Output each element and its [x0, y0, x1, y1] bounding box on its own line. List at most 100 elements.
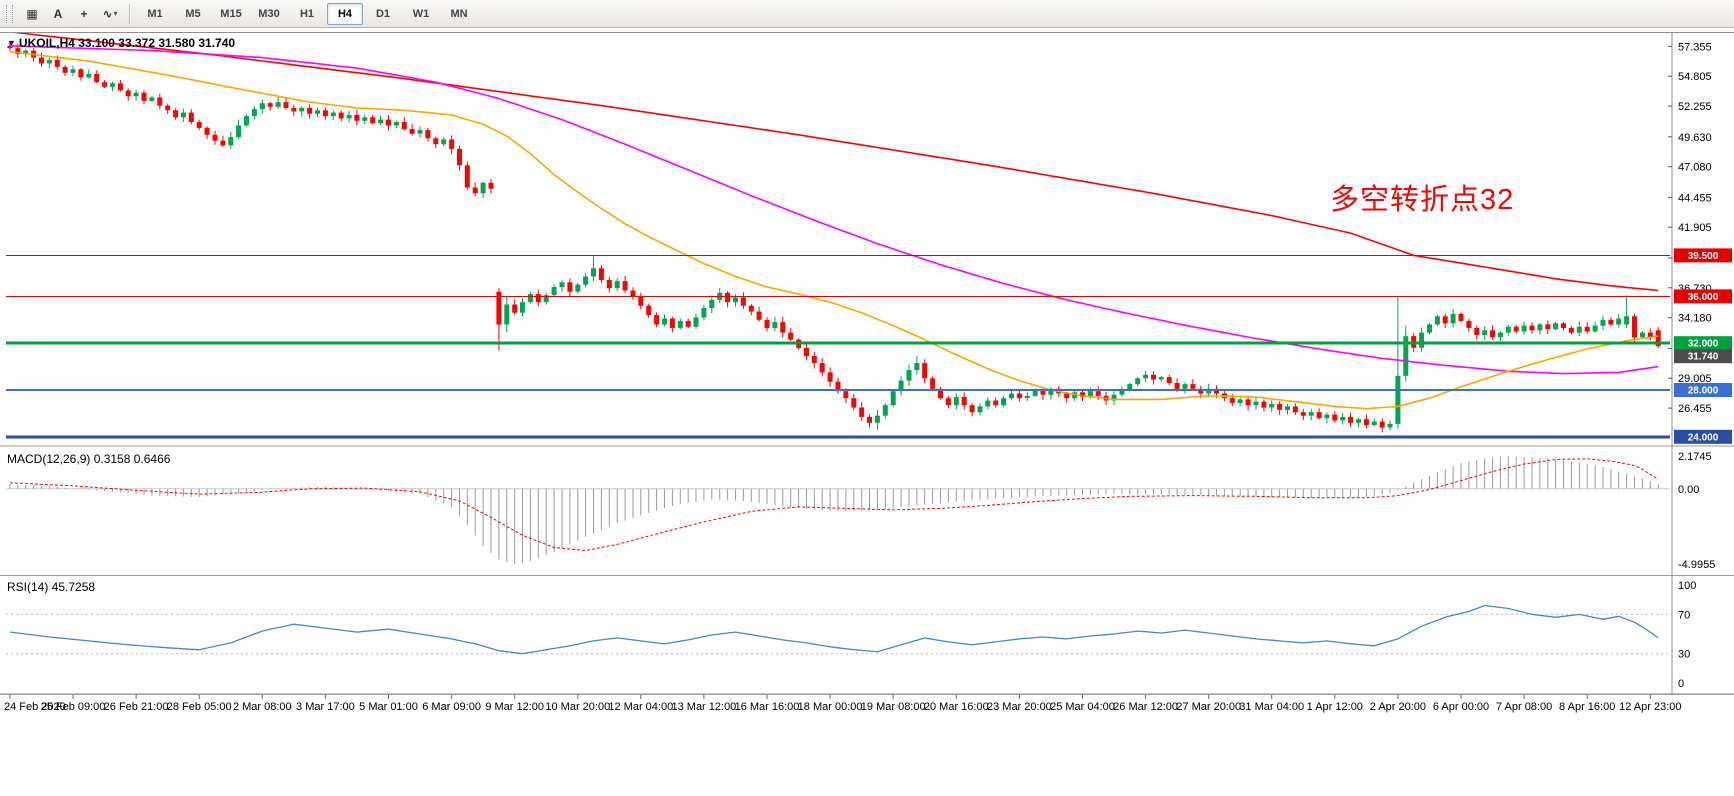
- candle-body: [1497, 332, 1503, 338]
- candle-body: [543, 295, 549, 303]
- candle-body: [1490, 330, 1496, 338]
- bid-price-badge: [1674, 349, 1732, 364]
- panel-splitters[interactable]: [0, 32, 1734, 695]
- timeframe-button-M30[interactable]: M30: [258, 7, 280, 20]
- candle-body: [480, 182, 486, 194]
- toolbar-grip[interactable]: [6, 4, 13, 23]
- timeframe-button-MN[interactable]: MN: [450, 7, 468, 20]
- candle-body: [1332, 414, 1338, 421]
- candle-body: [922, 363, 928, 379]
- candle-body: [291, 107, 297, 112]
- candle-body: [1095, 391, 1101, 396]
- candle-body: [804, 347, 809, 357]
- price-axis[interactable]: [1672, 33, 1734, 694]
- candle-body: [1040, 390, 1046, 395]
- candle-body: [859, 407, 865, 417]
- candle-body: [1545, 324, 1551, 330]
- timeframe-button-M1[interactable]: M1: [147, 7, 163, 20]
- candle-body: [1158, 377, 1164, 380]
- timeframe-button-W1[interactable]: W1: [412, 7, 430, 20]
- candle-body: [1174, 383, 1180, 389]
- candle-body: [188, 112, 194, 122]
- candle-body: [733, 297, 738, 303]
- candle-body: [1229, 398, 1235, 403]
- candle-body: [583, 276, 589, 285]
- svg-text:70: 70: [1678, 609, 1690, 621]
- candle-body: [1087, 391, 1093, 398]
- toolbar: ▦ A + ∿ ▾ M1 M5 M15 M30 H1 H4 D1 W1 MN: [0, 0, 1734, 28]
- candle-body: [39, 57, 44, 64]
- timeframe-button-M5[interactable]: M5: [185, 7, 201, 20]
- candle-body: [1127, 384, 1133, 390]
- candle-body: [1190, 384, 1196, 389]
- candle-body: [504, 304, 510, 325]
- ma-mid-magenta: [9, 45, 1659, 375]
- candle-body: [756, 311, 762, 320]
- svg-text:57.355: 57.355: [1678, 41, 1712, 53]
- candle-body: [1269, 404, 1275, 408]
- candle-body: [890, 391, 896, 406]
- candle-body: [1427, 324, 1432, 333]
- timeframe-button-D1[interactable]: D1: [375, 7, 391, 20]
- candle-body: [94, 74, 100, 83]
- shapes-dropdown-icon[interactable]: ∿ ▾: [98, 2, 122, 26]
- candle-body: [535, 294, 541, 303]
- svg-text:30: 30: [1678, 649, 1690, 661]
- svg-text:-4.9955: -4.9955: [1678, 559, 1715, 571]
- ma-fast-orange: [9, 50, 1659, 410]
- shapes-dropdown-icon: ∿: [102, 6, 113, 21]
- svg-text:47.080: 47.080: [1678, 162, 1712, 174]
- candle-body: [622, 281, 628, 291]
- svg-text:6 Apr 00:00: 6 Apr 00:00: [1433, 701, 1489, 713]
- candle-body: [102, 82, 108, 87]
- candle-body: [1072, 392, 1078, 399]
- main-plot-area[interactable]: [6, 33, 1670, 445]
- svg-text:10 Mar 20:00: 10 Mar 20:00: [545, 701, 610, 713]
- chart-annotation-text[interactable]: 多空转折点32: [1330, 184, 1515, 216]
- candle-body: [1434, 316, 1440, 325]
- candle-body: [425, 130, 431, 139]
- svg-text:27 Mar 20:00: 27 Mar 20:00: [1176, 701, 1241, 713]
- candle-body: [228, 137, 234, 146]
- candle-body: [1529, 325, 1535, 331]
- candle-body: [701, 308, 707, 318]
- price-badges: 39.500 36.000 32.000 28.000 24.000 31.740: [1674, 248, 1732, 444]
- time-axis[interactable]: [0, 695, 1734, 718]
- candle-body: [638, 296, 644, 306]
- svg-text:39.500: 39.500: [1688, 251, 1719, 262]
- candle-body: [898, 380, 904, 392]
- candle-body: [1348, 416, 1354, 423]
- grid-icon[interactable]: ▦: [20, 2, 44, 26]
- candle-body: [1308, 412, 1314, 416]
- text-tool-icon: A: [53, 6, 63, 21]
- candle-body: [315, 110, 320, 114]
- candle-body: [1482, 330, 1488, 335]
- candle-body: [386, 119, 391, 126]
- candle-body: [346, 114, 352, 119]
- candle-body: [1592, 325, 1598, 332]
- candle-body: [677, 320, 683, 328]
- svg-text:2 Mar 08:00: 2 Mar 08:00: [233, 701, 292, 713]
- candle-body: [1277, 404, 1283, 410]
- svg-text:7 Apr 08:00: 7 Apr 08:00: [1496, 701, 1552, 713]
- timeframe-button-H4[interactable]: H4: [327, 2, 363, 25]
- svg-text:12 Mar 04:00: 12 Mar 04:00: [608, 701, 673, 713]
- rsi-indicator-label: RSI(14) 45.7258: [7, 580, 96, 594]
- candle-body: [1064, 393, 1070, 399]
- chart-canvas[interactable]: 57.355 54.805 52.255 49.630 47.080 44.455 41.9…: [0, 29, 1734, 796]
- timeframe-button-M15[interactable]: M15: [220, 7, 242, 20]
- candle-body: [196, 122, 202, 128]
- timeframe-button-H1[interactable]: H1: [299, 7, 315, 20]
- candle-body: [496, 291, 502, 325]
- candle-body: [362, 117, 368, 121]
- collapse-arrow-icon[interactable]: ▼: [7, 38, 16, 48]
- text-tool-icon[interactable]: A: [46, 2, 70, 26]
- candle-body: [662, 318, 667, 325]
- candle-body: [141, 92, 147, 101]
- crosshair-icon[interactable]: +: [72, 2, 96, 26]
- horizontal-lines[interactable]: [6, 254, 1670, 439]
- candle-body: [149, 97, 155, 101]
- candle-body: [212, 134, 218, 141]
- candle-body: [630, 290, 636, 297]
- candle-body: [985, 400, 991, 407]
